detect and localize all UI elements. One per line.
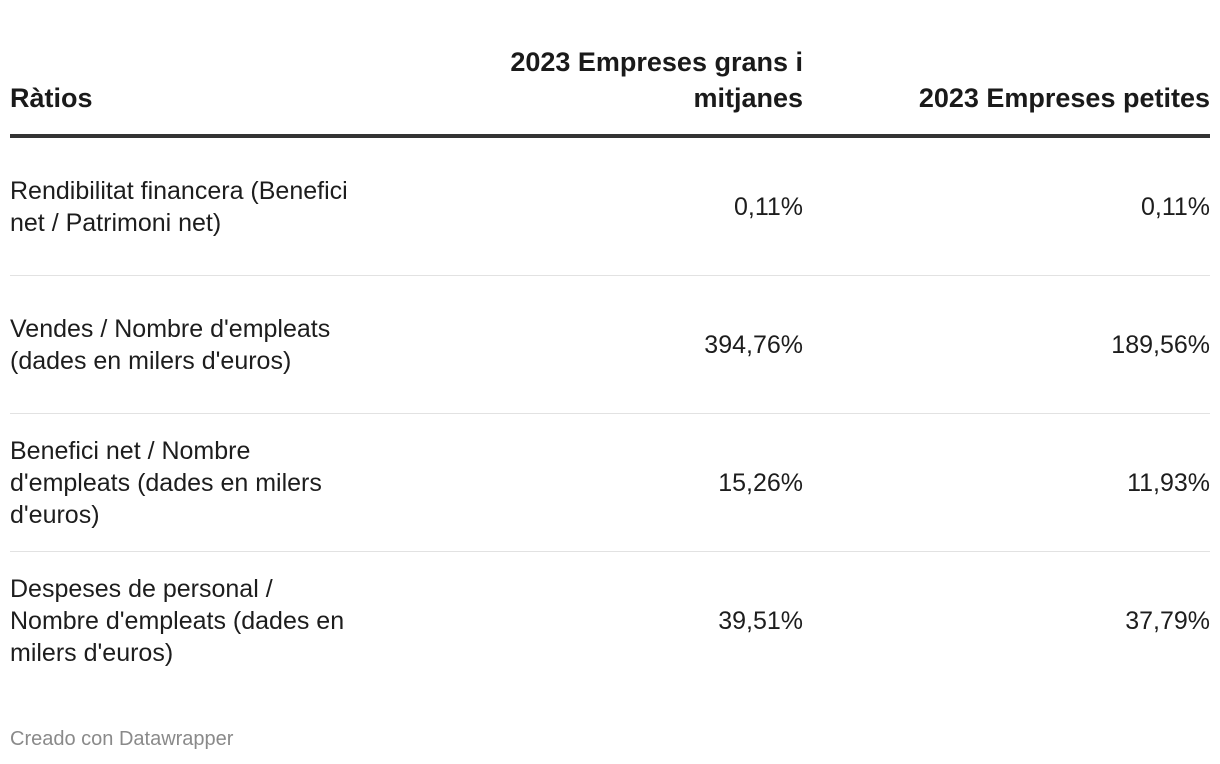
value-cell-petites: 11,93%	[803, 413, 1210, 552]
ratios-table: Ràtios 2023 Empreses grans i mitjanes 20…	[10, 44, 1210, 689]
value-cell-grans: 39,51%	[718, 606, 803, 635]
value-cell-petites: 0,11%	[803, 136, 1210, 276]
value-cell-petites: 37,79%	[1125, 606, 1210, 635]
table-row: Rendibilitat financera (Benefici net / P…	[10, 136, 1210, 276]
value-cell-grans: 394,76%	[405, 275, 803, 414]
column-header-petites[interactable]: 2023 Empreses petites	[803, 44, 1210, 138]
column-header-ratios[interactable]: Ràtios	[10, 44, 405, 138]
row-label: Rendibilitat financera (Benefici net / P…	[10, 176, 348, 237]
column-header-grans[interactable]: 2023 Empreses grans i mitjanes	[405, 44, 803, 138]
row-label: Benefici net / Nombre d'empleats (dades …	[10, 436, 322, 529]
row-label-cell: Rendibilitat financera (Benefici net / P…	[10, 136, 405, 276]
value-cell-grans: 0,11%	[405, 136, 803, 276]
row-label-cell: Benefici net / Nombre d'empleats (dades …	[10, 413, 405, 552]
value-cell-grans: 15,26%	[405, 413, 803, 552]
row-label: Vendes / Nombre d'empleats (dades en mil…	[10, 314, 331, 375]
row-label-cell: Despeses de personal / Nombre d'empleats…	[10, 552, 405, 690]
row-label-cell: Vendes / Nombre d'empleats (dades en mil…	[10, 275, 405, 414]
table-header: Ràtios 2023 Empreses grans i mitjanes 20…	[10, 44, 1210, 138]
table-row: Benefici net / Nombre d'empleats (dades …	[10, 413, 1210, 552]
table-row: Despeses de personal / Nombre d'empleats…	[10, 552, 1210, 690]
header-row: Ràtios 2023 Empreses grans i mitjanes 20…	[10, 44, 1210, 138]
table-row: Vendes / Nombre d'empleats (dades en mil…	[10, 275, 1210, 414]
column-header-grans-label: 2023 Empreses grans i mitjanes	[510, 47, 803, 113]
data-table-container: Ràtios 2023 Empreses grans i mitjanes 20…	[10, 44, 1210, 689]
datawrapper-credit[interactable]: Creado con Datawrapper	[10, 728, 234, 750]
row-label: Despeses de personal / Nombre d'empleats…	[10, 574, 345, 667]
table-body: Rendibilitat financera (Benefici net / P…	[10, 136, 1210, 689]
value-cell-petites: 189,56%	[803, 275, 1210, 414]
